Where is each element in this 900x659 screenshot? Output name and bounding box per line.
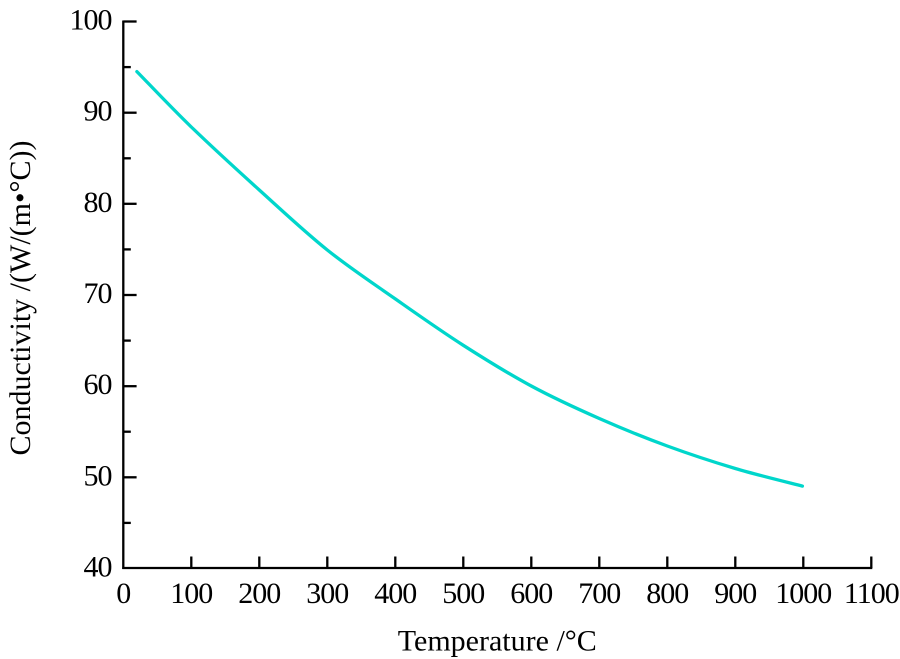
svg-text:900: 900 — [714, 577, 756, 610]
svg-text:90: 90 — [84, 95, 112, 128]
svg-text:200: 200 — [238, 577, 280, 610]
svg-text:Conductivity /(W/(m•°C)): Conductivity /(W/(m•°C)) — [4, 141, 37, 456]
svg-text:400: 400 — [374, 577, 416, 610]
svg-text:700: 700 — [578, 577, 620, 610]
svg-text:70: 70 — [84, 277, 112, 310]
svg-text:0: 0 — [116, 577, 130, 610]
svg-text:100: 100 — [70, 4, 112, 37]
svg-text:300: 300 — [306, 577, 348, 610]
svg-text:Temperature /°C: Temperature /°C — [398, 625, 597, 658]
svg-text:40: 40 — [84, 551, 112, 584]
svg-text:500: 500 — [442, 577, 484, 610]
svg-text:60: 60 — [84, 368, 112, 401]
svg-text:1000: 1000 — [775, 577, 831, 610]
svg-text:600: 600 — [510, 577, 552, 610]
svg-text:80: 80 — [84, 186, 112, 219]
svg-text:50: 50 — [84, 459, 112, 492]
svg-text:100: 100 — [170, 577, 212, 610]
svg-text:1100: 1100 — [844, 577, 899, 610]
svg-text:800: 800 — [646, 577, 688, 610]
